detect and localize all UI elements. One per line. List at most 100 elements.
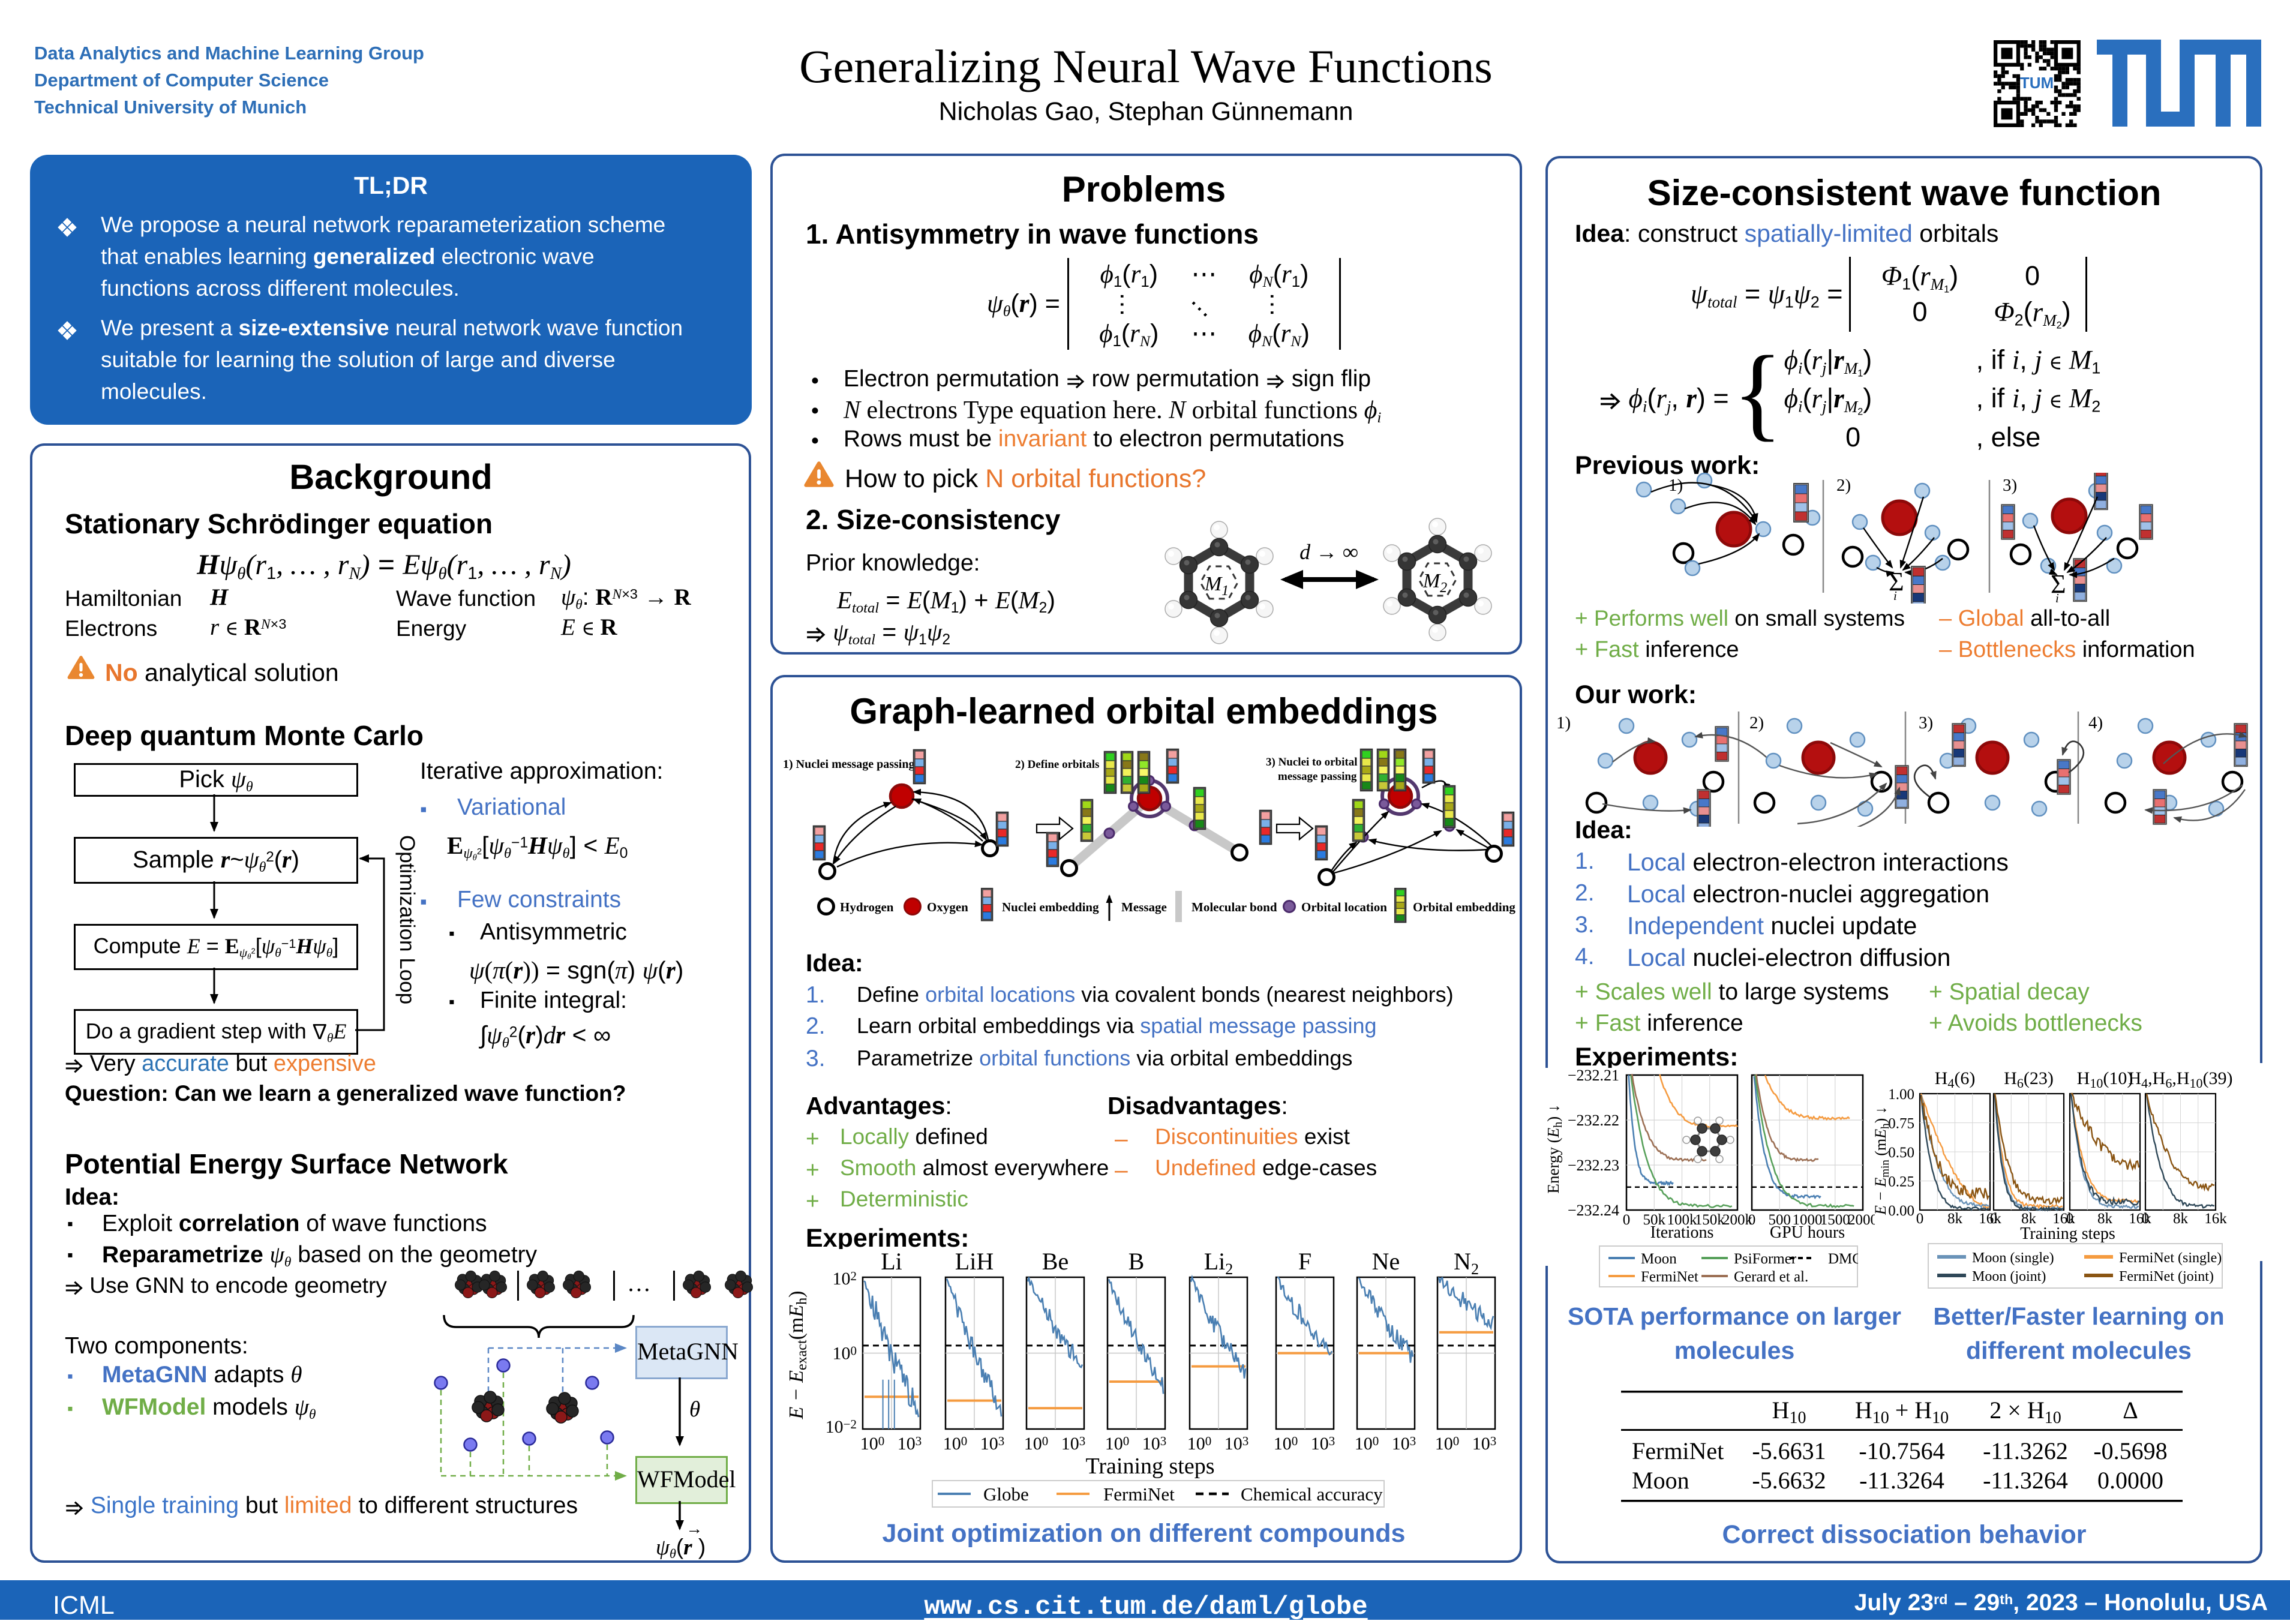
svg-text:FermiNet: FermiNet — [1632, 1437, 1724, 1464]
svg-text:Orbital location: Orbital location — [1301, 900, 1387, 914]
svg-text:N2: N2 — [1454, 1249, 1479, 1278]
svg-text:−232.23: −232.23 — [1568, 1157, 1619, 1174]
svg-text:Be: Be — [1042, 1249, 1069, 1275]
svg-text:H10 + H10: H10 + H10 — [1855, 1397, 1949, 1427]
svg-text:200k: 200k — [1722, 1212, 1753, 1228]
svg-text:103: 103 — [1311, 1434, 1335, 1454]
svg-text:i: i — [2055, 591, 2059, 604]
svg-text:0.75: 0.75 — [1888, 1116, 1914, 1132]
svg-text:2) Define orbitals: 2) Define orbitals — [1015, 758, 1099, 771]
svg-text:Message: Message — [1121, 900, 1167, 914]
svg-text:0.25: 0.25 — [1888, 1174, 1914, 1190]
svg-text:1500: 1500 — [1820, 1212, 1850, 1228]
svg-text:Ne: Ne — [1372, 1249, 1400, 1275]
svg-text:0.50: 0.50 — [1888, 1145, 1914, 1161]
svg-text:-5.6631: -5.6631 — [1752, 1437, 1826, 1464]
svg-text:2): 2) — [1836, 476, 1851, 495]
svg-text:Nuclei embedding: Nuclei embedding — [1002, 900, 1099, 914]
svg-text:−232.21: −232.21 — [1568, 1068, 1619, 1084]
svg-text:Oxygen: Oxygen — [927, 900, 968, 914]
svg-text:TUM: TUM — [2020, 74, 2054, 92]
svg-text:H10(10): H10(10) — [2077, 1068, 2133, 1091]
svg-text:FermiNet: FermiNet — [1641, 1269, 1698, 1285]
svg-text:8k: 8k — [2021, 1211, 2037, 1227]
svg-text:GPU hours: GPU hours — [1770, 1223, 1845, 1242]
svg-text:PsiFormer: PsiFormer — [1734, 1251, 1797, 1267]
svg-text:16k: 16k — [2204, 1211, 2227, 1227]
svg-text:8k: 8k — [2173, 1211, 2189, 1227]
svg-text:Moon: Moon — [1632, 1467, 1689, 1494]
svg-text:DMC: DMC — [1828, 1251, 1858, 1267]
svg-text:B: B — [1129, 1249, 1145, 1275]
svg-text:2): 2) — [1749, 713, 1764, 733]
svg-text:Globe: Globe — [983, 1484, 1029, 1505]
svg-text:-11.3264: -11.3264 — [1983, 1467, 2068, 1494]
svg-text:Δ: Δ — [2123, 1397, 2138, 1424]
svg-text:Iterations: Iterations — [1650, 1223, 1714, 1242]
svg-text:H4,H6,H10(39): H4,H6,H10(39) — [2129, 1068, 2233, 1091]
svg-text:1) Nuclei message passing: 1) Nuclei message passing — [783, 758, 914, 771]
svg-text:50k: 50k — [1643, 1212, 1666, 1228]
svg-text:Moon (single): Moon (single) — [1972, 1250, 2054, 1266]
svg-text:0: 0 — [2066, 1211, 2074, 1227]
svg-text:0.0000: 0.0000 — [2097, 1467, 2163, 1494]
svg-text:1): 1) — [1556, 713, 1571, 733]
svg-text:3): 3) — [2003, 476, 2017, 495]
svg-text:8k: 8k — [2097, 1211, 2113, 1227]
svg-text:-10.7564: -10.7564 — [1859, 1437, 1944, 1464]
svg-text:Molecular bond: Molecular bond — [1191, 900, 1277, 914]
svg-text:-5.6632: -5.6632 — [1752, 1467, 1826, 1494]
svg-text:150k: 150k — [1695, 1212, 1725, 1228]
svg-text:M2: M2 — [1422, 570, 1447, 596]
svg-text:Li: Li — [881, 1249, 902, 1275]
svg-text:Energy (Eh) ↓: Energy (Eh) ↓ — [1544, 1104, 1565, 1194]
svg-text:Moon (joint): Moon (joint) — [1972, 1269, 2046, 1284]
svg-text:0: 0 — [1748, 1212, 1756, 1228]
svg-text:100k: 100k — [1667, 1212, 1698, 1228]
svg-text:1.00: 1.00 — [1888, 1086, 1914, 1103]
svg-text:Σ: Σ — [2051, 569, 2066, 599]
svg-text:8k: 8k — [1947, 1211, 1963, 1227]
svg-text:3): 3) — [1919, 713, 1933, 733]
svg-text:-11.3262: -11.3262 — [1983, 1437, 2068, 1464]
svg-text:0: 0 — [1990, 1211, 1998, 1227]
svg-text:d → ∞: d → ∞ — [1299, 540, 1358, 564]
svg-text:1000: 1000 — [1793, 1212, 1823, 1228]
svg-text:−232.24: −232.24 — [1568, 1202, 1619, 1219]
svg-text:Training steps: Training steps — [1085, 1454, 1214, 1479]
svg-text:LiH: LiH — [955, 1249, 994, 1275]
svg-text:i: i — [1893, 589, 1897, 603]
svg-text:−232.22: −232.22 — [1568, 1112, 1619, 1129]
svg-text:2000: 2000 — [1848, 1212, 1877, 1228]
svg-text:3) Nuclei to orbital: 3) Nuclei to orbital — [1266, 756, 1358, 769]
svg-text:0: 0 — [2142, 1211, 2150, 1227]
svg-text:Training steps: Training steps — [2020, 1224, 2115, 1243]
svg-text:Chemical accuracy: Chemical accuracy — [1241, 1484, 1383, 1505]
svg-text:H4(6): H4(6) — [1935, 1068, 1976, 1091]
svg-text:Σ: Σ — [1889, 567, 1904, 596]
svg-text:4): 4) — [2088, 713, 2103, 733]
svg-text:0.00: 0.00 — [1888, 1203, 1914, 1219]
svg-text:FermiNet (joint): FermiNet (joint) — [2119, 1269, 2214, 1284]
svg-text:Hydrogen: Hydrogen — [840, 900, 894, 914]
svg-text:103: 103 — [898, 1434, 922, 1454]
svg-text:0: 0 — [1623, 1212, 1631, 1228]
svg-text:…: … — [627, 1269, 651, 1296]
svg-text:FermiNet (single): FermiNet (single) — [2119, 1250, 2222, 1266]
svg-text:16k: 16k — [2052, 1211, 2075, 1227]
svg-text:M1: M1 — [1204, 573, 1229, 599]
svg-text:16k: 16k — [2129, 1211, 2151, 1227]
svg-text:500: 500 — [1769, 1212, 1791, 1228]
svg-text:100: 100 — [1024, 1434, 1049, 1454]
svg-text:H6(23): H6(23) — [2004, 1068, 2054, 1091]
svg-text:0: 0 — [1916, 1211, 1924, 1227]
svg-text:Gerard et al.: Gerard et al. — [1734, 1269, 1808, 1285]
svg-text:message passing: message passing — [1278, 770, 1357, 783]
svg-text:F: F — [1298, 1249, 1311, 1275]
svg-text:FermiNet: FermiNet — [1103, 1484, 1175, 1505]
svg-text:Orbital embedding: Orbital embedding — [1413, 900, 1515, 914]
svg-text:-11.3264: -11.3264 — [1859, 1467, 1944, 1494]
svg-text:16k: 16k — [1979, 1211, 2001, 1227]
svg-text:Moon: Moon — [1641, 1251, 1677, 1267]
svg-text:-0.5698: -0.5698 — [2093, 1437, 2167, 1464]
